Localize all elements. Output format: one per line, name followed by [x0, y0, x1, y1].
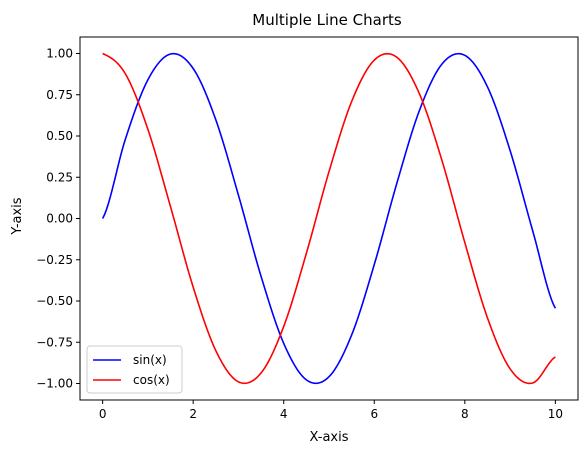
x-tick-label: 6 [370, 407, 378, 421]
y-tick-label: −0.75 [36, 335, 73, 349]
x-tick-label: 0 [99, 407, 107, 421]
y-tick-label: −1.00 [36, 377, 73, 391]
y-tick-label: 1.00 [46, 47, 73, 61]
series-line-cos [102, 52, 556, 385]
series-line-sin [101, 52, 557, 385]
y-tick-label: 0.25 [46, 170, 73, 184]
legend-box [86, 345, 183, 394]
x-tick-label: 10 [548, 407, 563, 421]
plot-frame [79, 36, 579, 401]
x-axis-label: X-axis [310, 430, 349, 445]
x-tick-label: 8 [461, 407, 469, 421]
x-tick-label: 2 [189, 407, 197, 421]
y-tick-label: 0.50 [46, 129, 73, 143]
y-tick-label: −0.50 [36, 294, 73, 308]
plot-lines [101, 52, 557, 385]
chart-title: Multiple Line Charts [252, 11, 402, 29]
y-tick-label: 0.00 [46, 212, 73, 226]
y-tick-label: −0.25 [36, 253, 73, 267]
legend-label: sin(x) [133, 353, 167, 367]
y-tick-label: 0.75 [46, 88, 73, 102]
legend-label: cos(x) [133, 373, 170, 387]
x-axis-ticks: 0 2 4 6 8 10 [99, 400, 563, 421]
x-tick-label: 4 [280, 407, 288, 421]
legend: sin(x) cos(x) [86, 345, 183, 394]
y-axis-ticks: −1.00 −0.75 −0.50 −0.25 0.00 0.25 0.50 0.75 1.00 [36, 47, 80, 391]
y-axis-label: Y-axis [10, 197, 25, 235]
